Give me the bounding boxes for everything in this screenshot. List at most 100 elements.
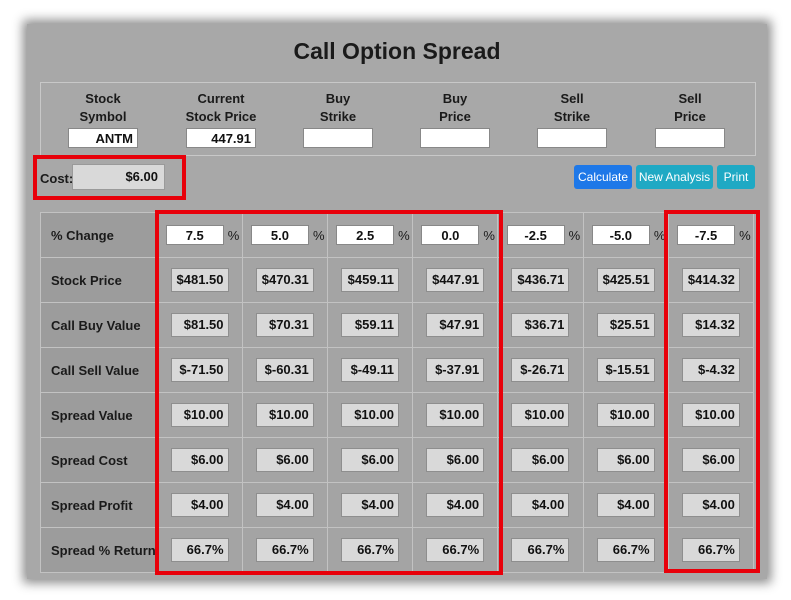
stock-symbol-input[interactable]: ANTM xyxy=(68,128,138,148)
value-cell: $-60.31 xyxy=(255,358,314,382)
print-button[interactable]: Print xyxy=(717,165,755,189)
value-cell: $-26.71 xyxy=(511,358,570,382)
percent-sign: % xyxy=(312,227,325,243)
pct-change-label: % Change xyxy=(39,212,158,258)
value-cell: $-15.51 xyxy=(596,358,655,382)
value-cell: $459.11 xyxy=(340,268,399,292)
calculate-button[interactable]: Calculate xyxy=(574,165,632,189)
value-cell: $10.00 xyxy=(255,403,314,427)
value-cell: 66.7% xyxy=(255,538,314,562)
sell-strike-label: Sell Strike xyxy=(553,91,591,124)
value-cell: $4.00 xyxy=(596,493,655,517)
value-cell: $6.00 xyxy=(255,448,314,472)
sell-strike-group: Sell Strike xyxy=(517,90,627,148)
spread-table: % Change 7.5% 5.0% 2.5% 0.0% -2.5% -5.0%… xyxy=(39,212,755,573)
value-cell: $10.00 xyxy=(170,403,229,427)
value-cell: $-4.32 xyxy=(681,358,740,382)
cost-field: $6.00 xyxy=(72,164,165,190)
value-cell: $436.71 xyxy=(511,268,570,292)
sell-strike-input[interactable] xyxy=(537,128,607,148)
value-cell: $6.00 xyxy=(511,448,570,472)
stock-symbol-group: Stock Symbol ANTM xyxy=(48,90,158,148)
spread-value-row: Spread Value $10.00 $10.00 $10.00 $10.00… xyxy=(39,392,755,438)
percent-sign: % xyxy=(653,227,666,243)
value-cell: $447.91 xyxy=(426,268,485,292)
buy-strike-input[interactable] xyxy=(303,128,373,148)
pct-change-input[interactable]: 2.5 xyxy=(336,225,395,245)
pct-change-input[interactable]: -5.0 xyxy=(591,225,650,245)
current-stock-price-input[interactable]: 447.91 xyxy=(186,128,256,148)
value-cell: $47.91 xyxy=(426,313,485,337)
buy-price-input[interactable] xyxy=(420,128,490,148)
value-cell: 66.7% xyxy=(170,538,229,562)
percent-sign: % xyxy=(227,227,240,243)
value-cell: $14.32 xyxy=(681,313,740,337)
value-cell: $36.71 xyxy=(511,313,570,337)
current-stock-price-label: Current Stock Price xyxy=(185,91,257,124)
value-cell: $10.00 xyxy=(596,403,655,427)
row-label: Call Buy Value xyxy=(39,302,158,348)
spread-return-row: Spread % Return 66.7% 66.7% 66.7% 66.7% … xyxy=(39,527,755,573)
value-cell: $-37.91 xyxy=(426,358,485,382)
row-label: Spread Profit xyxy=(39,482,158,528)
value-cell: $10.00 xyxy=(340,403,399,427)
inputs-section xyxy=(40,82,756,156)
value-cell: $4.00 xyxy=(255,493,314,517)
value-cell: $70.31 xyxy=(255,313,314,337)
page-title: Call Option Spread xyxy=(293,38,501,64)
value-cell: $4.00 xyxy=(170,493,229,517)
value-cell: $4.00 xyxy=(511,493,570,517)
buy-price-group: Buy Price xyxy=(400,90,510,148)
value-cell: $481.50 xyxy=(170,268,229,292)
row-label: Spread % Return xyxy=(39,527,158,573)
value-cell: $59.11 xyxy=(340,313,399,337)
value-cell: $6.00 xyxy=(596,448,655,472)
pct-change-input[interactable]: -2.5 xyxy=(506,225,565,245)
value-cell: 66.7% xyxy=(511,538,570,562)
spread-profit-row: Spread Profit $4.00 $4.00 $4.00 $4.00 $4… xyxy=(39,482,755,528)
row-label: Spread Value xyxy=(39,392,158,438)
pct-change-input[interactable]: -7.5 xyxy=(677,225,736,245)
stock-symbol-label: Stock Symbol xyxy=(79,91,127,124)
buy-strike-label: Buy Strike xyxy=(319,91,357,124)
value-cell: $25.51 xyxy=(596,313,655,337)
row-label: Call Sell Value xyxy=(39,347,158,393)
value-cell: 66.7% xyxy=(340,538,399,562)
value-cell: $425.51 xyxy=(596,268,655,292)
value-cell: $10.00 xyxy=(426,403,485,427)
value-cell: $81.50 xyxy=(170,313,229,337)
percent-sign: % xyxy=(568,227,581,243)
new-analysis-button[interactable]: New Analysis xyxy=(636,165,713,189)
sell-price-label: Sell Price xyxy=(674,91,706,124)
value-cell: $6.00 xyxy=(170,448,229,472)
percent-sign: % xyxy=(483,227,495,243)
spread-cost-row: Spread Cost $6.00 $6.00 $6.00 $6.00 $6.0… xyxy=(39,437,755,483)
value-cell: $414.32 xyxy=(681,268,740,292)
value-cell: $10.00 xyxy=(511,403,570,427)
pct-change-row: % Change 7.5% 5.0% 2.5% 0.0% -2.5% -5.0%… xyxy=(39,212,755,258)
value-cell: 66.7% xyxy=(426,538,485,562)
row-label: Stock Price xyxy=(39,257,158,303)
value-cell: $4.00 xyxy=(426,493,485,517)
value-cell: 66.7% xyxy=(681,538,740,562)
cost-label: Cost: xyxy=(40,171,74,186)
current-stock-price-group: Current Stock Price 447.91 xyxy=(166,90,276,148)
buy-price-label: Buy Price xyxy=(439,91,471,124)
pct-change-input[interactable]: 5.0 xyxy=(250,225,309,245)
call-buy-value-row: Call Buy Value $81.50 $70.31 $59.11 $47.… xyxy=(39,302,755,348)
value-cell: $-49.11 xyxy=(340,358,399,382)
value-cell: $6.00 xyxy=(340,448,399,472)
buy-strike-group: Buy Strike xyxy=(283,90,393,148)
value-cell: $6.00 xyxy=(681,448,740,472)
pct-change-input[interactable]: 7.5 xyxy=(165,225,224,245)
pct-change-input[interactable]: 0.0 xyxy=(421,225,480,245)
sell-price-group: Sell Price xyxy=(635,90,745,148)
value-cell: $10.00 xyxy=(681,403,740,427)
stock-price-row: Stock Price $481.50 $470.31 $459.11 $447… xyxy=(39,257,755,303)
value-cell: 66.7% xyxy=(596,538,655,562)
call-sell-value-row: Call Sell Value $-71.50 $-60.31 $-49.11 … xyxy=(39,347,755,393)
row-label: Spread Cost xyxy=(39,437,158,483)
sell-price-input[interactable] xyxy=(655,128,725,148)
value-cell: $470.31 xyxy=(255,268,314,292)
value-cell: $-71.50 xyxy=(170,358,229,382)
